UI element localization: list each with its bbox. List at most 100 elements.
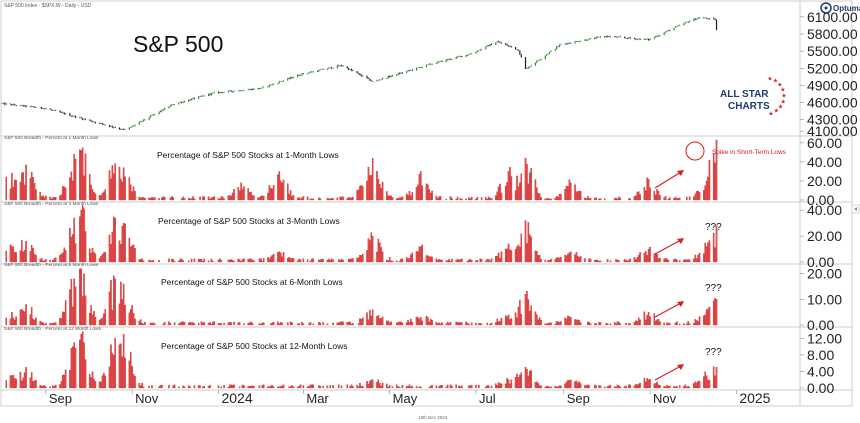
breadth-bar — [686, 386, 688, 389]
breadth-bar — [386, 383, 388, 389]
brand-star-icon: ★ — [780, 87, 785, 94]
breadth-bar — [247, 259, 249, 263]
breadth-bar — [449, 384, 452, 389]
breadth-bar — [645, 319, 647, 326]
breadth-bar — [29, 377, 32, 389]
breadth-bar — [122, 283, 125, 326]
breadth-bar — [714, 247, 716, 263]
breadth-bar — [50, 323, 53, 326]
breadth-bar — [567, 380, 569, 389]
breadth-y-tick-label: 0.00 — [807, 317, 834, 333]
breadth-bar — [83, 175, 85, 201]
breadth-bar — [162, 196, 165, 201]
breadth-bar — [39, 259, 41, 263]
spike-annotation: Spike in Short-Term Lows — [712, 149, 787, 156]
breadth-bar — [247, 188, 249, 201]
breadth-bar — [510, 379, 513, 389]
breadth-bar — [428, 386, 431, 389]
price-candle-body — [190, 98, 193, 101]
breadth-bar — [380, 318, 382, 326]
breadth-bar — [537, 319, 540, 326]
breadth-bar — [114, 338, 116, 389]
breadth-bar — [12, 246, 15, 263]
breadth-bar — [678, 385, 681, 389]
breadth-bar — [203, 322, 206, 326]
breadth-bar — [152, 259, 155, 263]
breadth-bar — [118, 344, 121, 389]
breadth-bar — [114, 163, 116, 201]
breadth-bar — [272, 184, 275, 201]
breadth-bar — [281, 256, 283, 263]
breadth-bar — [100, 195, 102, 201]
breadth-bar — [388, 257, 391, 263]
breadth-bar — [189, 198, 191, 201]
breadth-bar — [360, 319, 363, 326]
breadth-bar — [686, 196, 688, 201]
breadth-bar — [248, 385, 251, 389]
breadth-bar — [350, 258, 353, 263]
breadth-bar — [557, 196, 559, 201]
breadth-bar — [628, 323, 630, 326]
breadth-bar — [608, 385, 610, 389]
price-candle-body — [331, 67, 333, 69]
breadth-bar — [257, 197, 259, 201]
breadth-bar — [63, 374, 66, 389]
breadth-bar — [173, 260, 176, 263]
breadth-bar — [312, 198, 315, 201]
breadth-bar — [459, 197, 462, 201]
price-candle-body — [499, 41, 501, 43]
breadth-bar — [350, 197, 353, 201]
breadth-bar — [438, 196, 440, 201]
breadth-bar — [609, 260, 612, 263]
breadth-bar — [12, 317, 15, 326]
breadth-bar — [547, 323, 549, 326]
breadth-bar — [391, 197, 394, 201]
price-candle-body — [408, 70, 411, 71]
breadth-y-tick-label: 0.00 — [807, 192, 834, 208]
breadth-bar — [199, 259, 201, 263]
brand-line-2: CHARTS — [728, 101, 770, 112]
breadth-bar — [397, 386, 399, 389]
breadth-bar — [594, 260, 596, 263]
breadth-bar — [560, 321, 562, 326]
breadth-bar — [455, 321, 457, 326]
breadth-bar — [480, 323, 483, 326]
breadth-bar — [349, 321, 351, 326]
breadth-bar — [703, 315, 705, 326]
breadth-bar — [336, 197, 339, 201]
price-candle-body — [684, 22, 686, 24]
breadth-bar — [479, 258, 482, 263]
breadth-bar — [227, 386, 230, 389]
price-y-tick-label: 5500.00 — [807, 43, 858, 59]
breadth-bar — [705, 375, 708, 389]
breadth-y-tick-label: 20.00 — [807, 228, 842, 244]
breadth-bar — [635, 320, 637, 326]
breadth-bar — [673, 259, 675, 263]
price-candle-body — [328, 67, 330, 69]
breadth-bar — [466, 260, 469, 263]
breadth-bar — [659, 321, 661, 326]
breadth-bar — [554, 385, 556, 389]
breadth-bar — [557, 257, 559, 263]
price-candle-body — [181, 102, 183, 103]
breadth-bar — [565, 185, 568, 201]
price-candle-body — [636, 38, 638, 40]
price-candle-body — [2, 103, 5, 104]
breadth-bar — [288, 386, 290, 389]
breadth-bar — [470, 260, 473, 263]
breadth-bar — [445, 198, 448, 201]
price-candle-body — [401, 72, 404, 74]
price-candle-body — [45, 108, 47, 110]
breadth-bar — [100, 318, 102, 326]
price-y-tick-label: 4900.00 — [807, 77, 858, 93]
breadth-bar — [362, 186, 364, 201]
breadth-bar — [674, 386, 677, 389]
price-candle-body — [609, 36, 612, 38]
breadth-bar — [277, 252, 279, 263]
breadth-bar — [217, 198, 220, 201]
breadth-bar — [328, 258, 330, 263]
breadth-bar — [258, 197, 261, 201]
breadth-bar — [71, 234, 74, 263]
breadth-bar — [69, 289, 71, 326]
breadth-bar — [694, 381, 697, 389]
